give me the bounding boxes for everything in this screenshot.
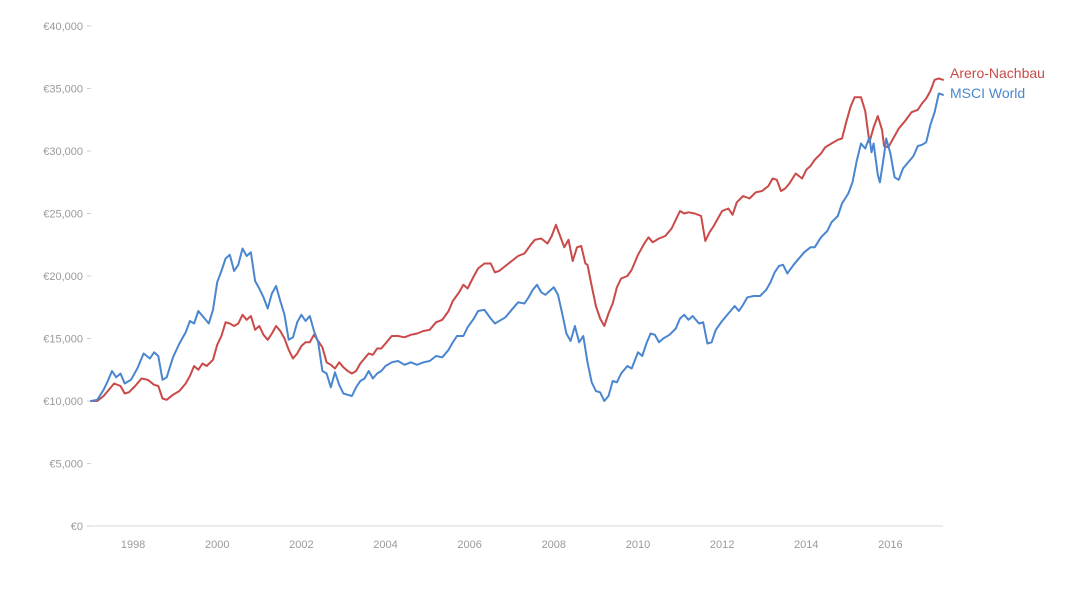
series-lines	[90, 77, 944, 402]
y-axis: €0 €5,000 €10,000 €15,000 €20,000 €25,000 €30,…	[43, 21, 91, 533]
y-tick-label: €25,000	[43, 209, 83, 221]
x-tick-label: 2016	[878, 539, 902, 551]
y-tick-label: €10,000	[43, 396, 83, 408]
series-labels: Arero-Nachbau MSCI World	[950, 65, 1045, 101]
y-tick-label: €15,000	[43, 334, 83, 346]
y-tick-label: €30,000	[43, 146, 83, 158]
y-tick-label: €5,000	[49, 459, 83, 471]
x-tick-label: 2004	[373, 539, 397, 551]
y-tick-label: €40,000	[43, 21, 83, 33]
series-line-msci-world	[90, 92, 944, 402]
x-tick-label: 2000	[205, 539, 229, 551]
x-tick-label: 2012	[710, 539, 734, 551]
x-tick-label: 2014	[794, 539, 818, 551]
x-tick-label: 2010	[626, 539, 650, 551]
x-tick-label: 1998	[121, 539, 145, 551]
series-label: Arero-Nachbau	[950, 65, 1045, 81]
x-axis: 1998 2000 2002 2004 2006 2008 2010 2012 2014 2016	[121, 539, 903, 551]
y-tick-label: €0	[71, 521, 83, 533]
x-tick-label: 2006	[457, 539, 481, 551]
y-tick-label: €35,000	[43, 84, 83, 96]
series-line-arero-nachbau	[90, 77, 944, 402]
x-tick-label: 2008	[542, 539, 566, 551]
series-label: MSCI World	[950, 85, 1025, 101]
y-tick-label: €20,000	[43, 271, 83, 283]
x-tick-label: 2002	[289, 539, 313, 551]
